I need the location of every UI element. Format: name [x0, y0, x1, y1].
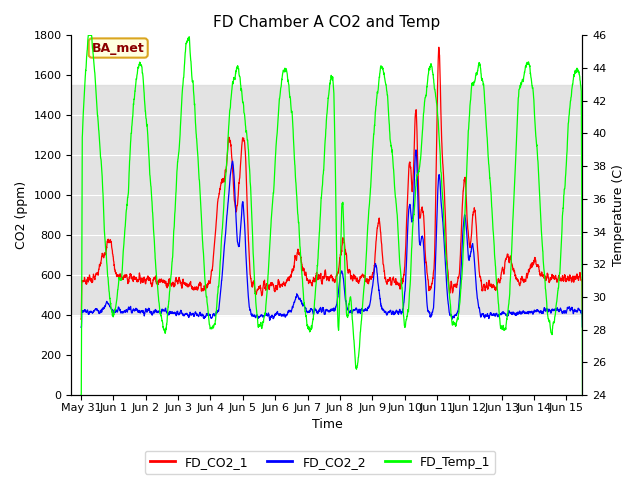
Line: FD_CO2_2: FD_CO2_2 [81, 150, 582, 327]
Bar [72, 85, 582, 315]
FD_CO2_2 [515, 310, 523, 316]
FD_CO2_1 [269, 283, 277, 289]
FD_CO2_2 [269, 315, 277, 321]
FD_CO2_1 [515, 279, 523, 285]
FD_Temp_1 [134, 65, 142, 71]
Y-axis label: CO2 (ppm): CO2 (ppm) [15, 181, 28, 249]
Y-axis label: Temperature (C): Temperature (C) [612, 164, 625, 266]
FD_CO2_2 [291, 297, 299, 303]
FD_Temp_1 [269, 191, 277, 196]
FD_CO2_1 [569, 274, 577, 280]
FD_CO2_2 [77, 324, 85, 330]
Title: FD Chamber A CO2 and Temp: FD Chamber A CO2 and Temp [213, 15, 440, 30]
X-axis label: Time: Time [312, 419, 342, 432]
FD_Temp_1 [579, 392, 586, 398]
FD_CO2_2 [412, 147, 420, 153]
FD_Temp_1 [77, 392, 85, 398]
FD_CO2_1 [291, 252, 299, 258]
FD_CO2_1 [164, 283, 172, 289]
FD_Temp_1 [569, 81, 577, 86]
FD_Temp_1 [84, 33, 92, 38]
FD_Temp_1 [164, 304, 172, 310]
FD_CO2_1 [77, 316, 85, 322]
FD_CO2_1 [579, 316, 586, 322]
FD_CO2_2 [569, 307, 577, 313]
FD_CO2_2 [134, 308, 142, 313]
FD_CO2_2 [579, 324, 586, 330]
Legend: FD_CO2_1, FD_CO2_2, FD_Temp_1: FD_CO2_1, FD_CO2_2, FD_Temp_1 [145, 451, 495, 474]
Line: FD_Temp_1: FD_Temp_1 [81, 36, 582, 395]
FD_CO2_1 [435, 44, 443, 50]
FD_CO2_2 [164, 311, 172, 317]
FD_Temp_1 [515, 89, 523, 95]
Text: BA_met: BA_met [92, 42, 145, 55]
Line: FD_CO2_1: FD_CO2_1 [81, 47, 582, 319]
FD_Temp_1 [291, 171, 299, 177]
FD_CO2_1 [134, 278, 142, 284]
